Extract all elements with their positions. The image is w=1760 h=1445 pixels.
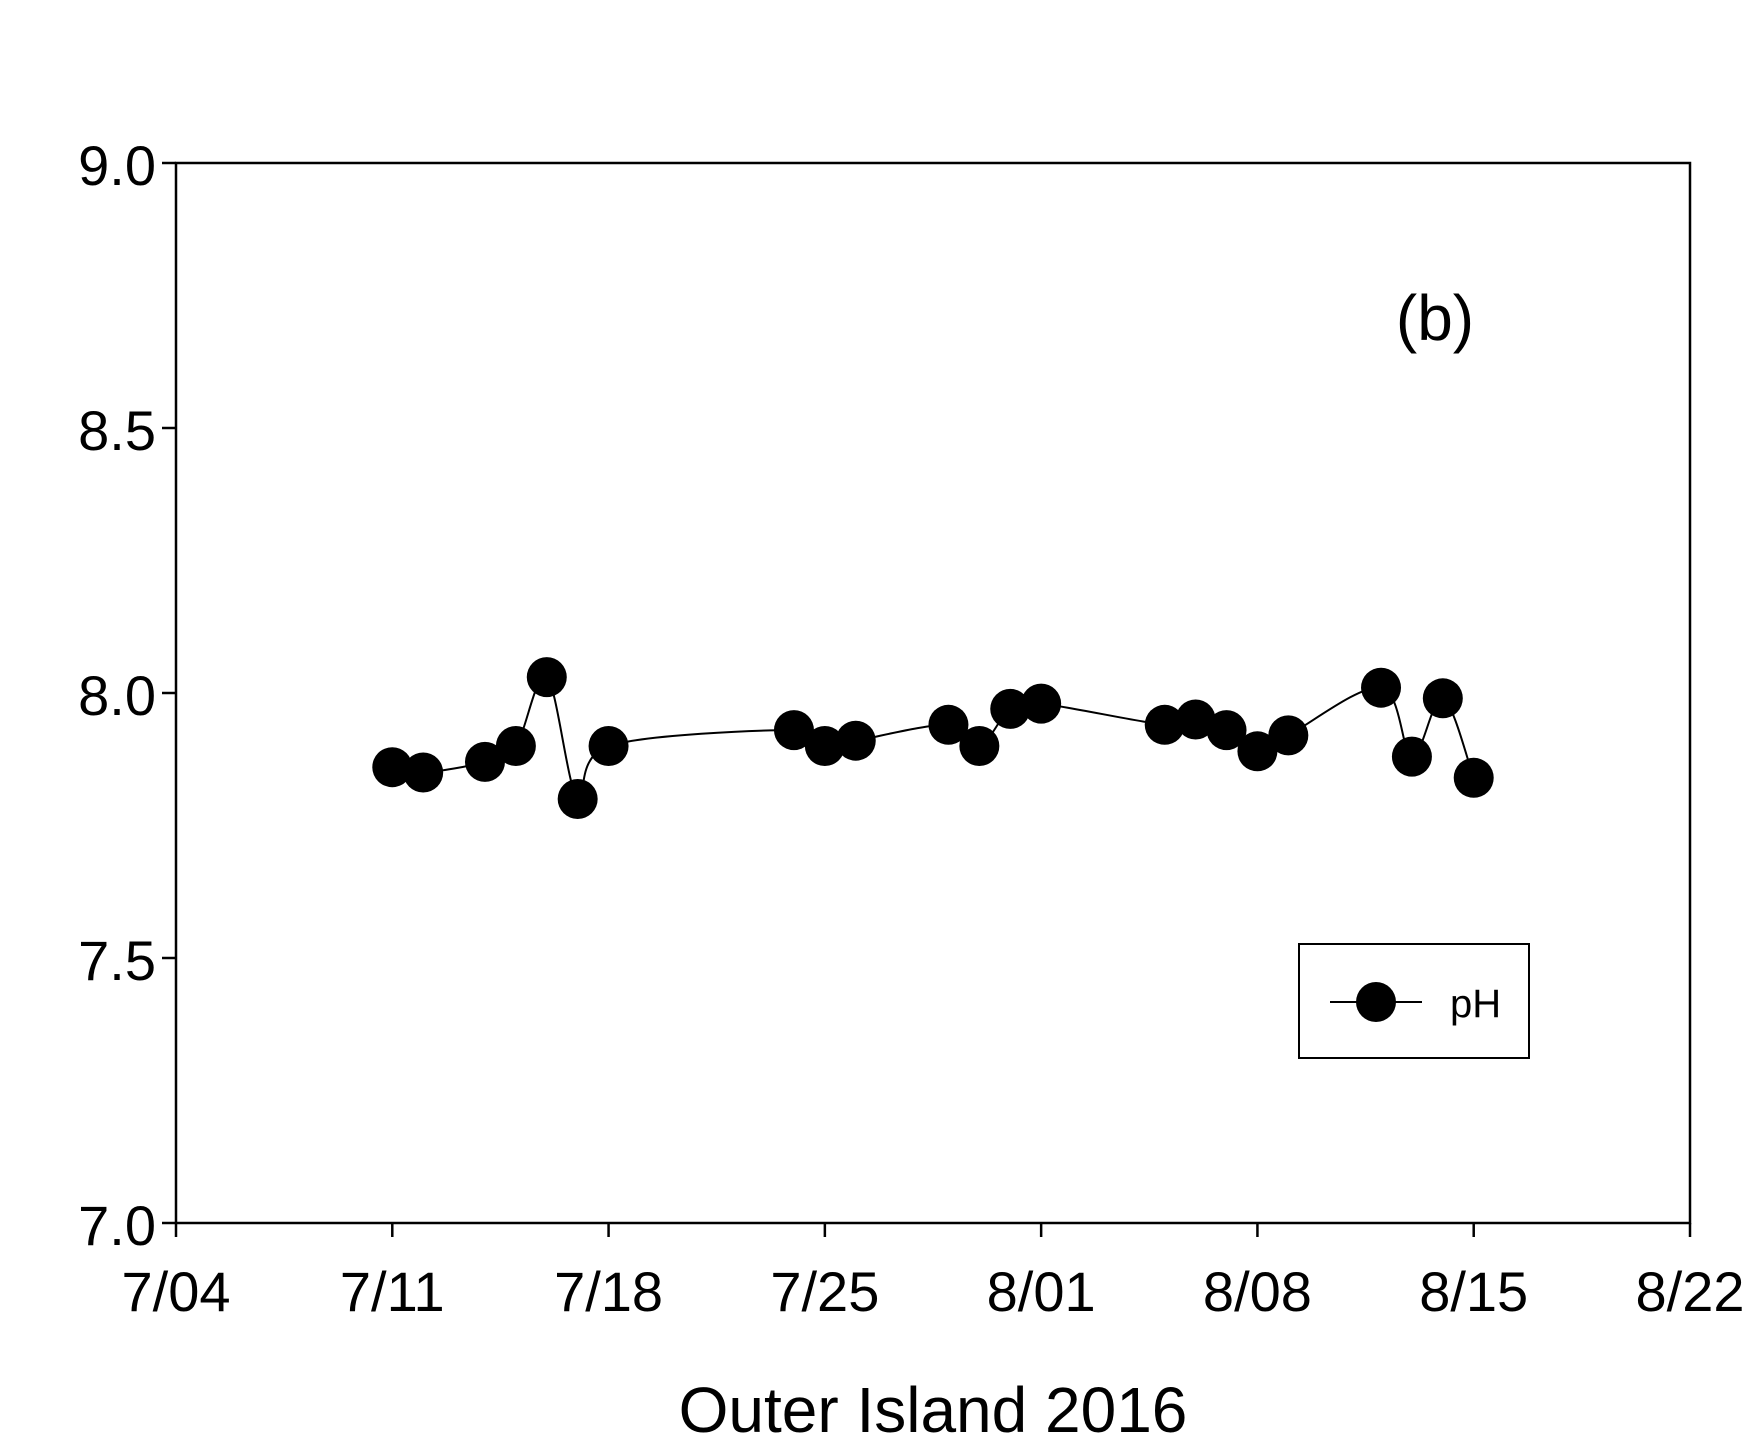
x-tick-label: 7/11 [340, 1260, 445, 1323]
data-point [588, 726, 629, 766]
y-tick-label: 8.5 [78, 399, 156, 462]
data-point [1144, 704, 1185, 745]
legend: pH [1298, 943, 1530, 1059]
data-point [1206, 710, 1247, 751]
x-tick-label: 8/01 [987, 1260, 1096, 1323]
y-tick-label: 9.0 [78, 134, 156, 197]
x-tick-label: 8/22 [1636, 1260, 1745, 1323]
data-point [1391, 736, 1432, 777]
x-tick-label: 7/18 [554, 1260, 663, 1323]
y-tick-label: 7.0 [78, 1194, 156, 1257]
data-point [804, 726, 845, 766]
data-point [1422, 678, 1463, 719]
data-point [773, 710, 814, 751]
data-point [372, 747, 413, 788]
x-axis-label: Outer Island 2016 [679, 1374, 1188, 1445]
y-tick-label: 7.5 [78, 929, 156, 992]
data-point [403, 752, 444, 793]
y-tick-label: 8.0 [78, 664, 156, 727]
x-axis: 7/04 7/11 7/18 7/25 8/01 8/08 8/15 8/22 [122, 1223, 1745, 1323]
x-tick-label: 7/25 [770, 1260, 879, 1323]
data-point [526, 657, 567, 698]
data-point [959, 726, 1000, 766]
x-tick-label: 8/08 [1203, 1260, 1312, 1323]
data-point [1237, 731, 1278, 772]
legend-label-ph: pH [1450, 982, 1501, 1026]
panel-annotation: (b) [1396, 282, 1474, 354]
x-tick-label: 8/15 [1419, 1260, 1528, 1323]
x-tick-label: 7/04 [122, 1260, 231, 1323]
data-point [1175, 699, 1216, 740]
y-axis: 7.0 7.5 8.0 8.5 9.0 [78, 134, 176, 1257]
data-point [1453, 757, 1494, 798]
series-markers-ph [372, 657, 1494, 819]
data-point [1021, 683, 1062, 724]
data-point [1268, 715, 1309, 756]
data-point [1361, 667, 1402, 708]
data-point [990, 688, 1031, 729]
data-point [495, 726, 536, 766]
data-point [835, 720, 876, 761]
legend-marker-ph [1356, 982, 1396, 1022]
data-point [557, 779, 598, 819]
data-point [928, 704, 969, 745]
data-point [464, 741, 505, 782]
